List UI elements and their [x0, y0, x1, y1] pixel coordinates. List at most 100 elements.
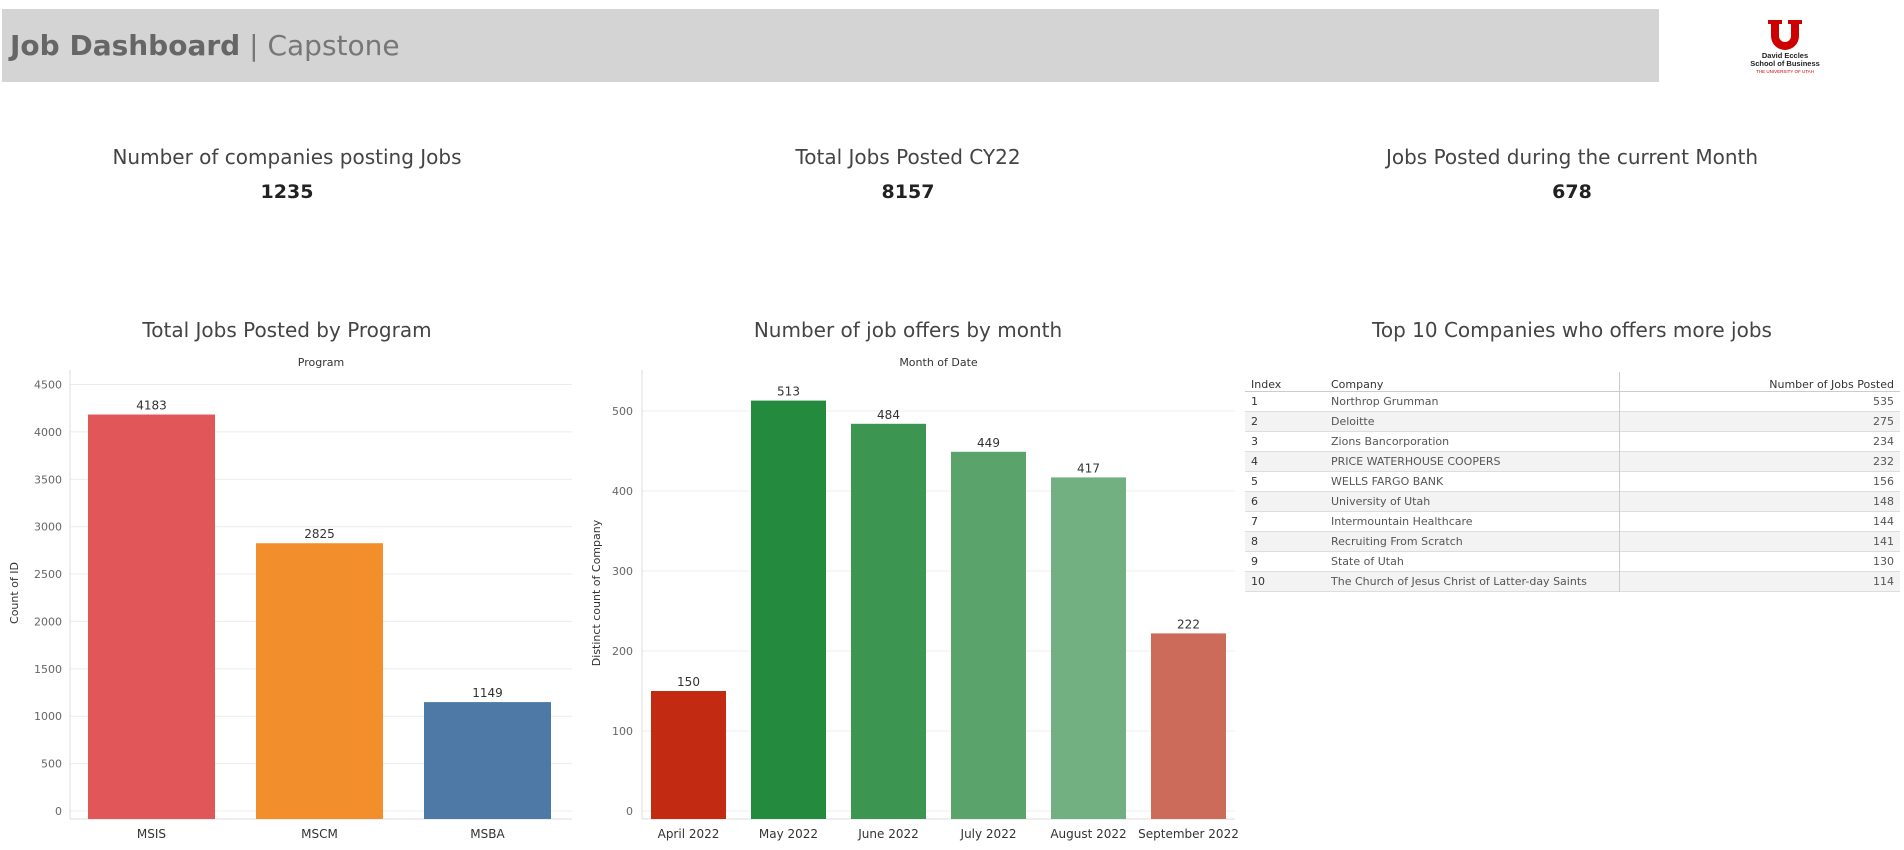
category-label: July 2022 — [960, 827, 1017, 841]
cell-company: WELLS FARGO BANK — [1331, 475, 1444, 488]
y-tick-label: 500 — [41, 758, 62, 771]
column-header-index: Index — [1245, 372, 1325, 392]
y-tick-label: 100 — [612, 725, 633, 738]
kpi-total-jobs: Total Jobs Posted CY22 8157 — [658, 145, 1158, 203]
page-title: Job Dashboard | Capstone — [10, 29, 400, 62]
bar-june-2022 — [851, 423, 926, 819]
cell-company: Zions Bancorporation — [1331, 435, 1450, 448]
title-light: Capstone — [267, 29, 400, 62]
cell-company: PRICE WATERHOUSE COOPERS — [1331, 455, 1501, 468]
logo-line1: David Eccles — [1762, 51, 1808, 60]
y-tick-label: 0 — [626, 805, 633, 818]
title-bold: Job Dashboard — [10, 29, 241, 62]
y-tick-label: 1500 — [34, 663, 62, 676]
column-header-jobs: Number of Jobs Posted — [1618, 372, 1900, 392]
y-tick-label: 200 — [612, 645, 633, 658]
cell-company: State of Utah — [1331, 555, 1404, 568]
logo-line2: School of Business — [1750, 59, 1820, 68]
cell-index: 6 — [1251, 495, 1258, 508]
cell-index: 7 — [1251, 515, 1258, 528]
title-separator: | — [249, 29, 259, 62]
y-tick-label: 3500 — [34, 473, 62, 486]
data-label: 449 — [977, 436, 1000, 450]
kpi-title: Number of companies posting Jobs — [112, 145, 462, 169]
cell-index: 5 — [1251, 475, 1258, 488]
table-row: 5 WELLS FARGO BANK 156 — [1245, 471, 1900, 492]
y-tick-label: 1000 — [34, 710, 62, 723]
bar-august-2022 — [1051, 477, 1126, 819]
cell-index: 2 — [1251, 415, 1258, 428]
cell-company: University of Utah — [1331, 495, 1431, 508]
table-row: 1 Northrop Grumman 535 — [1245, 391, 1900, 412]
y-tick-label: 3000 — [34, 521, 62, 534]
cell-index: 1 — [1251, 395, 1258, 408]
column-header-company: Company — [1325, 372, 1619, 392]
table-header-row: Index Company Number of Jobs Posted — [1245, 372, 1900, 392]
category-label: June 2022 — [857, 827, 919, 841]
cell-jobs: 535 — [1618, 391, 1900, 412]
cell-index: 4 — [1251, 455, 1258, 468]
table-row: 8 Recruiting From Scratch 141 — [1245, 531, 1900, 552]
table-row: 4 PRICE WATERHOUSE COOPERS 232 — [1245, 451, 1900, 472]
utah-u-logo-icon: David Eccles School of Business THE UNIV… — [1750, 20, 1820, 74]
chart-title-month: Number of job offers by month — [753, 318, 1063, 342]
x-axis-label: Month of Date — [899, 356, 978, 369]
cell-jobs: 275 — [1618, 411, 1900, 432]
cell-jobs: 148 — [1618, 491, 1900, 512]
table-row: 2 Deloitte 275 — [1245, 411, 1900, 432]
cell-jobs: 130 — [1618, 551, 1900, 572]
category-label: August 2022 — [1050, 827, 1126, 841]
category-label: September 2022 — [1138, 827, 1239, 841]
bar-msis — [88, 414, 215, 819]
data-label: 150 — [677, 675, 700, 689]
cell-jobs: 156 — [1618, 471, 1900, 492]
data-label: 2825 — [304, 527, 335, 541]
cell-jobs: 141 — [1618, 531, 1900, 552]
data-label: 4183 — [136, 399, 167, 413]
y-tick-label: 4500 — [34, 378, 62, 391]
kpi-title: Jobs Posted during the current Month — [1385, 145, 1759, 169]
table-row: 3 Zions Bancorporation 234 — [1245, 431, 1900, 452]
kpi-value: 8157 — [881, 181, 935, 203]
logo-line3: THE UNIVERSITY OF UTAH — [1756, 69, 1814, 74]
kpi-companies: Number of companies posting Jobs 1235 — [37, 145, 537, 203]
kpi-value: 1235 — [260, 181, 314, 203]
category-label: MSBA — [470, 827, 505, 841]
month-bar-chart: Month of Date 0 100 200 300 400 500 Distinct co… — [590, 356, 1239, 841]
category-label: MSCM — [301, 827, 338, 841]
table-row: 9 State of Utah 130 — [1245, 551, 1900, 572]
y-tick-label: 2500 — [34, 568, 62, 581]
kpi-title: Total Jobs Posted CY22 — [795, 145, 1021, 169]
program-bar-chart: Program 0 500 1000 1500 2000 2500 3000 3500 4000 4… — [8, 356, 572, 841]
cell-company: Deloitte — [1331, 415, 1375, 428]
category-label: May 2022 — [759, 827, 818, 841]
top-companies-table: Index Company Number of Jobs Posted 1 Nor… — [1245, 372, 1900, 592]
dashboard-header: Job Dashboard | Capstone — [2, 9, 1659, 82]
data-label: 513 — [777, 385, 800, 399]
y-axis-label: Distinct count of Company — [590, 519, 603, 666]
x-axis-label: Program — [298, 356, 344, 369]
table-row: 7 Intermountain Healthcare 144 — [1245, 511, 1900, 532]
cell-index: 9 — [1251, 555, 1258, 568]
bar-may-2022 — [751, 400, 826, 819]
data-label: 222 — [1177, 617, 1200, 631]
bar-msba — [424, 702, 551, 819]
y-tick-label: 300 — [612, 565, 633, 578]
category-label: MSIS — [137, 827, 166, 841]
y-tick-label: 500 — [612, 405, 633, 418]
y-tick-label: 0 — [55, 805, 62, 818]
kpi-value: 678 — [1552, 181, 1592, 203]
y-tick-label: 2000 — [34, 615, 62, 628]
chart-title-top-companies: Top 10 Companies who offers more jobs — [1372, 318, 1772, 342]
table-row: 6 University of Utah 148 — [1245, 491, 1900, 512]
y-tick-label: 400 — [612, 485, 633, 498]
bar-july-2022 — [951, 451, 1026, 819]
data-label: 1149 — [472, 686, 503, 700]
cell-jobs: 232 — [1618, 451, 1900, 472]
y-tick-label: 4000 — [34, 426, 62, 439]
cell-jobs: 234 — [1618, 431, 1900, 452]
cell-index: 10 — [1251, 575, 1265, 588]
cell-company: The Church of Jesus Christ of Latter-day… — [1331, 575, 1587, 588]
bar-mscm — [256, 543, 383, 819]
category-label: April 2022 — [658, 827, 720, 841]
